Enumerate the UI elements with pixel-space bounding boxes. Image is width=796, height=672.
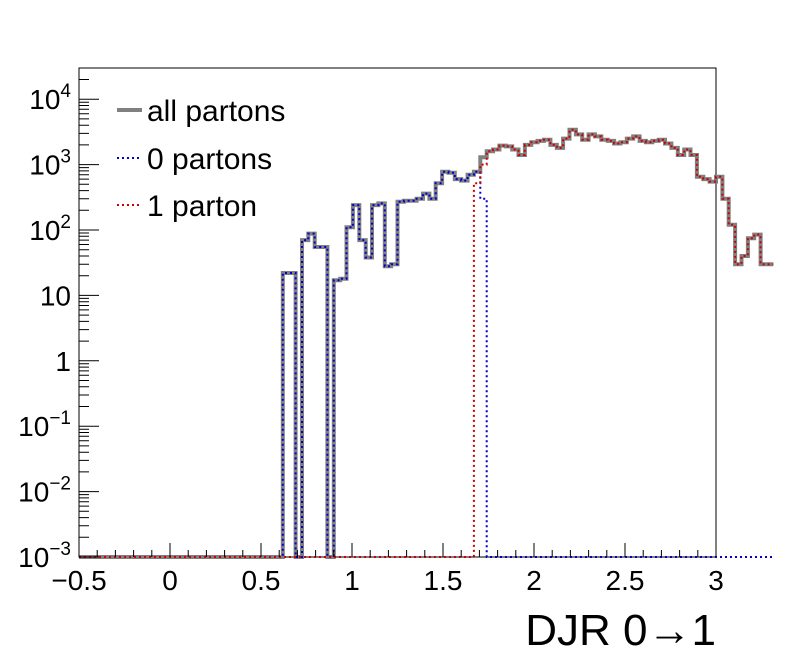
y-tick-label: 104: [29, 81, 71, 115]
x-tick-label: 0: [162, 565, 178, 596]
y-tick-label: 10: [40, 280, 71, 311]
x-axis-title: DJR 0→1: [525, 606, 716, 655]
y-tick-labels: 10−3 10−2 10−1 1 10 102 103 104: [18, 81, 71, 573]
y-tick-label: 10−2: [18, 474, 71, 508]
y-tick-label: 10−3: [18, 539, 71, 573]
series-line-2: [79, 170, 774, 558]
x-tick-label: 2.5: [606, 565, 645, 596]
x-tick-label: 1: [344, 565, 360, 596]
legend: all partons 0 partons 1 parton: [117, 95, 285, 223]
x-tick-label: 2: [526, 565, 542, 596]
legend-label: 0 partons: [147, 143, 272, 176]
legend-label: 1 parton: [147, 190, 257, 223]
y-tick-label: 10−1: [18, 408, 71, 442]
x-tick-labels: −0.5 0 0.5 1 1.5 2 2.5 3: [51, 565, 723, 596]
series-layer: [79, 127, 774, 559]
x-tick-label: −0.5: [51, 565, 106, 596]
axis-ticks: [78, 67, 717, 558]
x-tick-label: 3: [708, 565, 724, 596]
legend-label: all partons: [147, 95, 285, 128]
y-tick-label: 102: [29, 212, 71, 246]
y-tick-label: 103: [29, 147, 71, 181]
x-tick-label: 1.5: [424, 565, 463, 596]
y-tick-label: 1: [55, 346, 71, 377]
plot-frame: [78, 67, 717, 558]
x-tick-label: 0.5: [242, 565, 281, 596]
tick-marks: [78, 67, 717, 558]
